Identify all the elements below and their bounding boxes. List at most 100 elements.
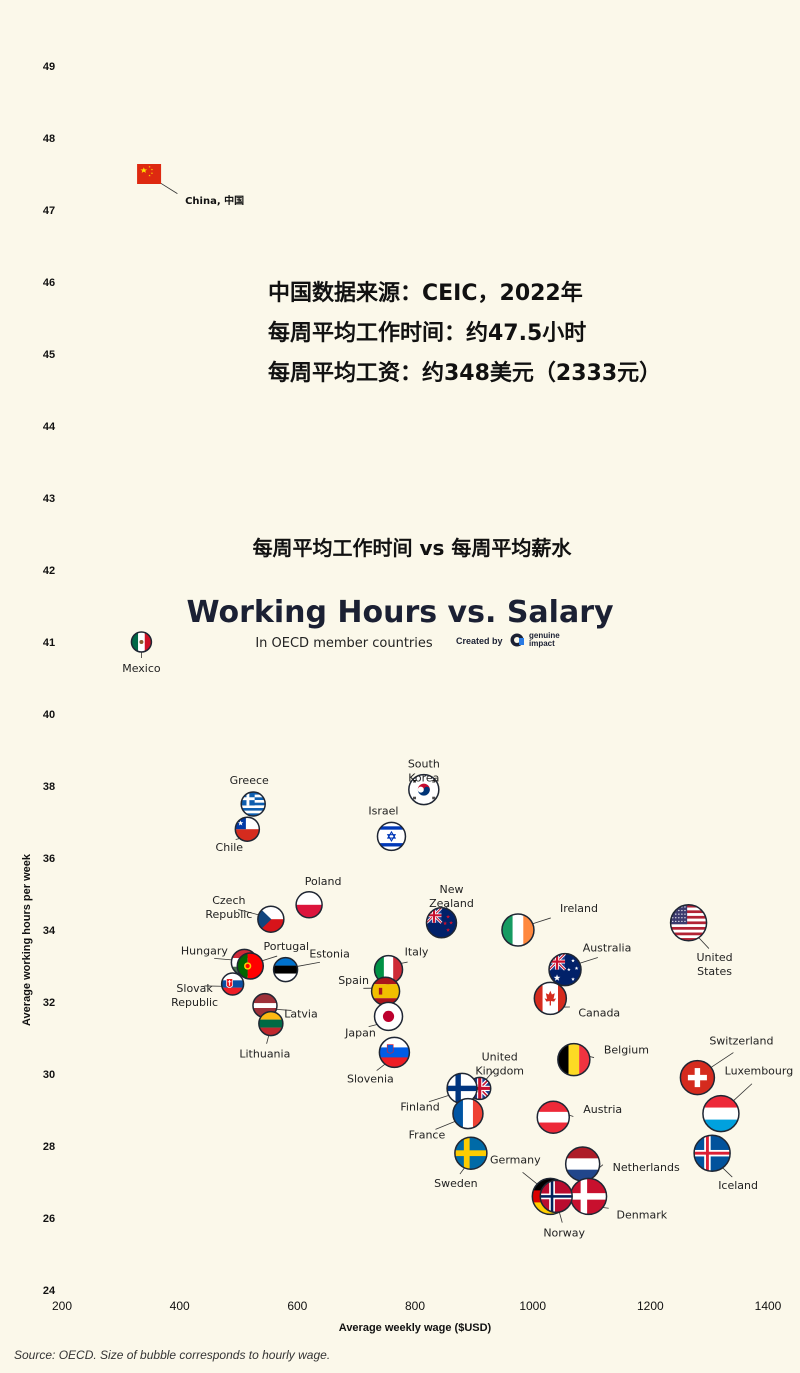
country-marker-norway: [539, 1179, 573, 1214]
country-marker-chile: [234, 816, 261, 842]
country-label-spain: Spain: [338, 974, 369, 987]
country-markers: [130, 164, 740, 1216]
leader-line: [262, 955, 278, 962]
country-marker-austria: [536, 1100, 571, 1134]
y-tick-label: 42: [43, 565, 55, 577]
country-marker-estonia: [272, 956, 299, 983]
country-labels: China, 中国 Mexico Greece Chile South Korea Isra…: [122, 194, 793, 1239]
country-label-luxembourg: Luxembourg: [725, 1065, 794, 1078]
country-marker-australia: [548, 952, 582, 987]
y-tick-label: 32: [43, 997, 55, 1009]
x-tick-label: 1200: [637, 1299, 664, 1313]
chart-subtitle: In OECD member countries: [255, 636, 433, 651]
leader-line: [428, 1094, 449, 1103]
chinese-chart-title: 每周平均工作时间 vs 每周平均薪水: [253, 536, 573, 560]
genuine-impact-logo-icon: [510, 633, 524, 647]
leader-line: [238, 909, 259, 916]
x-tick-label: 1000: [519, 1299, 546, 1313]
leader-line: [710, 1052, 734, 1068]
leader-line: [276, 1008, 292, 1011]
leader-line: [698, 937, 710, 949]
country-label-ireland: Ireland: [560, 902, 598, 915]
leader-line: [522, 1171, 538, 1185]
leader-line: [459, 1167, 465, 1175]
x-axis-ticks: 200 400 600 800 1000 1200 1400: [52, 1299, 782, 1313]
country-marker-south-korea: [408, 773, 440, 806]
x-tick-label: 800: [405, 1299, 425, 1313]
country-marker-luxembourg: [702, 1094, 740, 1133]
country-label-finland: Finland: [400, 1100, 439, 1113]
leader-line: [445, 904, 449, 909]
y-tick-label: 48: [43, 133, 55, 145]
leader-line: [368, 1024, 378, 1027]
country-marker-slovak-republic: [220, 972, 245, 996]
y-tick-label: 43: [43, 493, 55, 505]
y-tick-label: 41: [43, 637, 55, 649]
country-marker-lithuania: [258, 1010, 284, 1037]
y-tick-label: 24: [43, 1285, 56, 1297]
country-label-canada: Canada: [578, 1006, 620, 1019]
x-tick-label: 1400: [755, 1299, 782, 1313]
y-tick-label: 36: [43, 853, 55, 865]
creator-credit: Created by genuine impact: [456, 631, 560, 648]
country-marker-france: [452, 1097, 484, 1130]
leader-line: [400, 961, 408, 964]
country-label-estonia: Estonia: [309, 948, 350, 961]
leader-line: [376, 1063, 386, 1071]
country-label-switzerland: Switzerland: [709, 1035, 773, 1048]
country-label-israel: Israel: [368, 804, 398, 817]
country-label-south-korea: South Korea: [408, 758, 440, 785]
leader-line: [485, 1070, 495, 1080]
annotation-line-3: 每周平均工资：约348美元（2333元）: [268, 360, 661, 386]
y-tick-label: 47: [43, 205, 55, 217]
country-label-united-kingdom: United Kingdom: [475, 1050, 524, 1077]
country-marker-new-zealand: [425, 907, 458, 939]
country-label-chile: Chile: [216, 841, 244, 854]
country-label-united-states: United States: [696, 951, 732, 978]
annotation-line-1: 中国数据来源：CEIC，2022年: [268, 280, 583, 306]
chart-title: Working Hours vs. Salary: [186, 595, 614, 630]
leader-line: [733, 1083, 753, 1102]
country-label-netherlands: Netherlands: [613, 1161, 680, 1174]
country-label-mexico: Mexico: [122, 662, 161, 675]
country-label-greece: Greece: [230, 774, 269, 787]
y-tick-label: 34: [43, 925, 56, 937]
country-marker-china: [137, 164, 162, 184]
country-marker-sweden: [454, 1136, 488, 1170]
y-tick-label: 30: [43, 1069, 55, 1081]
y-tick-label: 28: [43, 1141, 55, 1153]
annotation-line-2: 每周平均工作时间：约47.5小时: [268, 320, 586, 346]
country-label-denmark: Denmark: [617, 1208, 668, 1221]
country-marker-portugal: [236, 952, 265, 980]
source-note: Source: OECD. Size of bubble corresponds…: [14, 1348, 330, 1362]
country-label-hungary: Hungary: [181, 944, 228, 957]
country-marker-czech-republic: [257, 905, 285, 933]
y-tick-label: 38: [43, 781, 55, 793]
credit-brand-line-2: impact: [529, 639, 555, 648]
country-label-lithuania: Lithuania: [239, 1048, 290, 1061]
country-label-belgium: Belgium: [604, 1044, 649, 1057]
leader-line: [558, 1211, 563, 1223]
country-label-austria: Austria: [583, 1103, 622, 1116]
leader-line: [297, 961, 320, 967]
country-label-france: France: [409, 1129, 446, 1142]
y-tick-label: 45: [43, 349, 55, 361]
country-label-portugal: Portugal: [263, 940, 309, 953]
leader-line: [722, 1167, 733, 1178]
country-marker-belgium: [557, 1042, 591, 1077]
country-marker-japan: [373, 1001, 404, 1032]
country-label-czech-republic: Czech Republic: [205, 894, 252, 921]
x-tick-label: 400: [170, 1299, 190, 1313]
y-tick-label: 46: [43, 277, 55, 289]
leader-line: [602, 1207, 609, 1209]
country-marker-united-states: [669, 904, 708, 942]
country-label-sweden: Sweden: [434, 1177, 477, 1190]
leader-line: [579, 957, 598, 964]
country-label-slovenia: Slovenia: [347, 1072, 394, 1085]
leader-line: [532, 917, 551, 925]
y-tick-label: 44: [43, 421, 56, 433]
country-marker-mexico: [130, 631, 153, 653]
label-leader-lines: [141, 181, 753, 1223]
country-marker-slovenia: [378, 1036, 411, 1069]
country-marker-iceland: [693, 1134, 731, 1172]
